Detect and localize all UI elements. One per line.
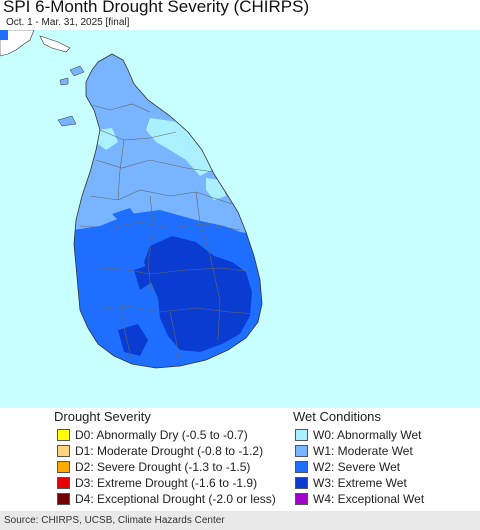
india-landmass	[0, 30, 35, 57]
legend-item-w1: W1: Moderate Wet	[295, 444, 413, 458]
legend-label-w1: W1: Moderate Wet	[313, 444, 413, 458]
legend-item-w4: W4: Exceptional Wet	[295, 492, 424, 506]
legend-item-w2: W2: Severe Wet	[295, 460, 400, 474]
legend-swatch-w3	[295, 477, 308, 489]
legend-label-w2: W2: Severe Wet	[313, 460, 401, 474]
sri-lanka-coastline	[73, 53, 263, 369]
legend-swatch-d2	[57, 461, 70, 473]
legend-swatch-w0	[295, 429, 308, 441]
district-boundaries	[79, 103, 259, 367]
jaffna-islet-1	[69, 65, 85, 77]
region-abnormally-wet-2	[96, 128, 118, 150]
legend-item-d3: D3: Extreme Drought (-1.6 to -1.9)	[57, 476, 257, 490]
legend-swatch-w1	[295, 445, 308, 457]
map-title: SPI 6-Month Drought Severity (CHIRPS)	[3, 0, 310, 16]
legend-item-w3: W3: Extreme Wet	[295, 476, 407, 490]
legend-label-d0: D0: Abnormally Dry (-0.5 to -0.7)	[75, 428, 248, 442]
legend-item-d0: D0: Abnormally Dry (-0.5 to -0.7)	[57, 428, 248, 442]
legend-item-d4: D4: Exceptional Drought (-2.0 or less)	[57, 492, 276, 506]
legend-label-w4: W4: Exceptional Wet	[313, 492, 425, 506]
legend-label-d4: D4: Exceptional Drought (-2.0 or less)	[75, 492, 276, 506]
legend-item-w0: W0: Abnormally Wet	[295, 428, 421, 442]
region-abnormally-wet	[146, 118, 212, 176]
nodata-patch	[0, 30, 8, 40]
drought-map	[0, 30, 480, 408]
legend-swatch-w4	[295, 493, 308, 505]
legend-swatch-d1	[57, 445, 70, 457]
wet-legend-heading: Wet Conditions	[293, 409, 381, 424]
source-footer: Source: CHIRPS, UCSB, Climate Hazards Ce…	[0, 511, 480, 530]
legend-label-d3: D3: Extreme Drought (-1.6 to -1.9)	[75, 476, 258, 490]
jaffna-islet-2	[59, 77, 69, 86]
legend-item-d1: D1: Moderate Drought (-0.8 to -1.2)	[57, 444, 263, 458]
mannar-islet	[57, 115, 77, 127]
legend-label-d2: D2: Severe Drought (-1.3 to -1.5)	[75, 460, 251, 474]
legend-swatch-d4	[57, 493, 70, 505]
india-coast-edge	[39, 35, 71, 53]
legend-swatch-d0	[57, 429, 70, 441]
region-severe-wet-west	[112, 208, 138, 226]
region-extreme-wet	[144, 236, 252, 352]
legend-swatch-d3	[57, 477, 70, 489]
legend-swatch-w2	[295, 461, 308, 473]
legend-label-d1: D1: Moderate Drought (-0.8 to -1.2)	[75, 444, 264, 458]
legend-label-w3: W3: Extreme Wet	[313, 476, 407, 490]
drought-legend-heading: Drought Severity	[54, 409, 151, 424]
legend-label-w0: W0: Abnormally Wet	[313, 428, 422, 442]
map-subtitle: Oct. 1 - Mar. 31, 2025 [final]	[6, 17, 130, 28]
legend-item-d2: D2: Severe Drought (-1.3 to -1.5)	[57, 460, 250, 474]
